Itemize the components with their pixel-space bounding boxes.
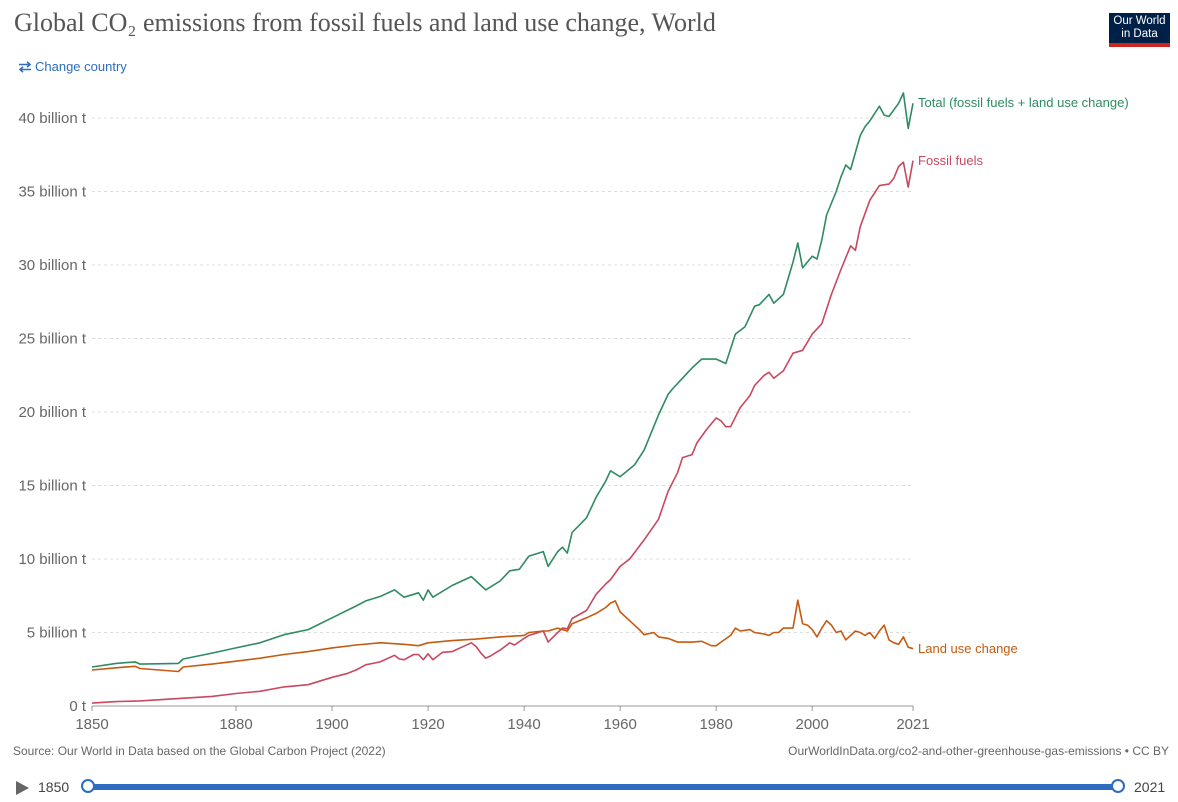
source-note: Source: Our World in Data based on the G… (13, 744, 386, 758)
x-axis: 1850 1880 1900 1920 1940 1960 1980 2000 2021 (75, 705, 930, 733)
y-axis: 0 t 5 billion t 10 billion t 15 billion t 20… (18, 110, 86, 715)
logo-line-1: Our World (1113, 15, 1166, 27)
x-tick-label: 1850 (75, 716, 108, 733)
swap-arrows-icon (18, 60, 32, 73)
y-tick-label: 15 billion t (18, 478, 86, 495)
y-tick-label: 35 billion t (18, 184, 86, 201)
y-tick-label: 20 billion t (18, 404, 86, 421)
grid-lines (92, 117, 913, 633)
y-tick-label: 0 t (69, 698, 87, 715)
chart-title: Global CO₂ emissions from fossil fuels a… (14, 8, 716, 37)
timeline-start-handle[interactable] (81, 779, 95, 793)
x-tick-label: 1900 (315, 716, 348, 733)
owid-logo[interactable]: Our World in Data (1109, 13, 1170, 47)
logo-line-2: in Data (1121, 28, 1158, 40)
x-tick-label: 2021 (896, 716, 929, 733)
source-url-link[interactable]: OurWorldInData.org/co2-and-other-greenho… (788, 744, 1169, 758)
change-country-label: Change country (35, 59, 127, 74)
y-tick-label: 40 billion t (18, 110, 86, 127)
series-label-landuse: Land use change (918, 641, 1018, 656)
line-chart: 0 t 5 billion t 10 billion t 15 billion t 20… (18, 92, 1129, 733)
timeline-track[interactable] (88, 784, 1118, 790)
timeline-start-label: 1850 (38, 779, 70, 795)
series-line-total (91, 92, 914, 668)
series-label-total: Total (fossil fuels + land use change) (918, 95, 1129, 110)
y-tick-label: 5 billion t (27, 625, 87, 642)
x-tick-label: 1920 (411, 716, 444, 733)
x-tick-label: 1960 (603, 716, 636, 733)
series-label-fossil: Fossil fuels (918, 153, 984, 168)
series-line-fossil (91, 160, 914, 704)
x-tick-label: 1880 (219, 716, 252, 733)
timeline-end-label: 2021 (1134, 779, 1166, 795)
play-icon[interactable] (16, 781, 29, 795)
timeline: 1850 2021 (0, 770, 1178, 802)
y-tick-label: 10 billion t (18, 551, 86, 568)
series-lines (91, 92, 914, 704)
y-tick-label: 30 billion t (18, 257, 86, 274)
x-tick-label: 1980 (699, 716, 732, 733)
series-labels: Total (fossil fuels + land use change) Fo… (918, 95, 1129, 656)
y-tick-label: 25 billion t (18, 331, 86, 348)
x-tick-label: 1940 (507, 716, 540, 733)
change-country-link[interactable]: Change country (18, 59, 127, 74)
timeline-end-handle[interactable] (1111, 779, 1125, 793)
series-line-landuse (91, 599, 914, 673)
x-tick-label: 2000 (795, 716, 828, 733)
